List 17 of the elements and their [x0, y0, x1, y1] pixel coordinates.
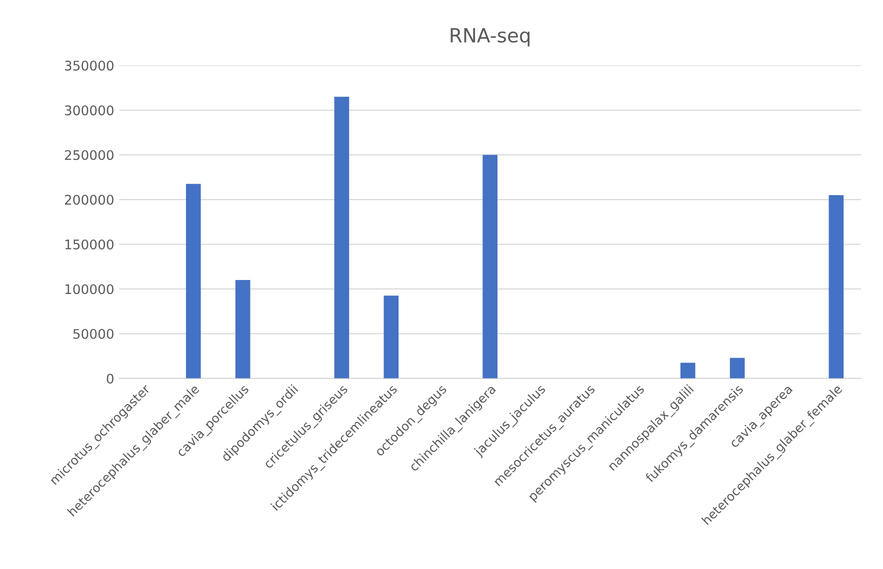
y-tick-label: 250000 [64, 150, 114, 160]
bar [384, 296, 399, 378]
y-tick-label: 350000 [64, 60, 114, 71]
bar [235, 280, 250, 378]
bar [482, 154, 498, 378]
bar [680, 362, 696, 378]
bar [828, 195, 844, 378]
y-tick-label: 150000 [65, 239, 114, 250]
y-tick-label: 200000 [64, 194, 114, 205]
bar [186, 184, 201, 378]
y-tick-label: 50000 [73, 328, 114, 339]
bar [730, 358, 745, 378]
chart-title: RNA-seq [450, 28, 530, 46]
bar [334, 96, 350, 378]
y-tick-label: 300000 [64, 105, 114, 116]
y-tick-label: 0 [106, 374, 114, 384]
y-tick-label: 100000 [65, 284, 114, 294]
